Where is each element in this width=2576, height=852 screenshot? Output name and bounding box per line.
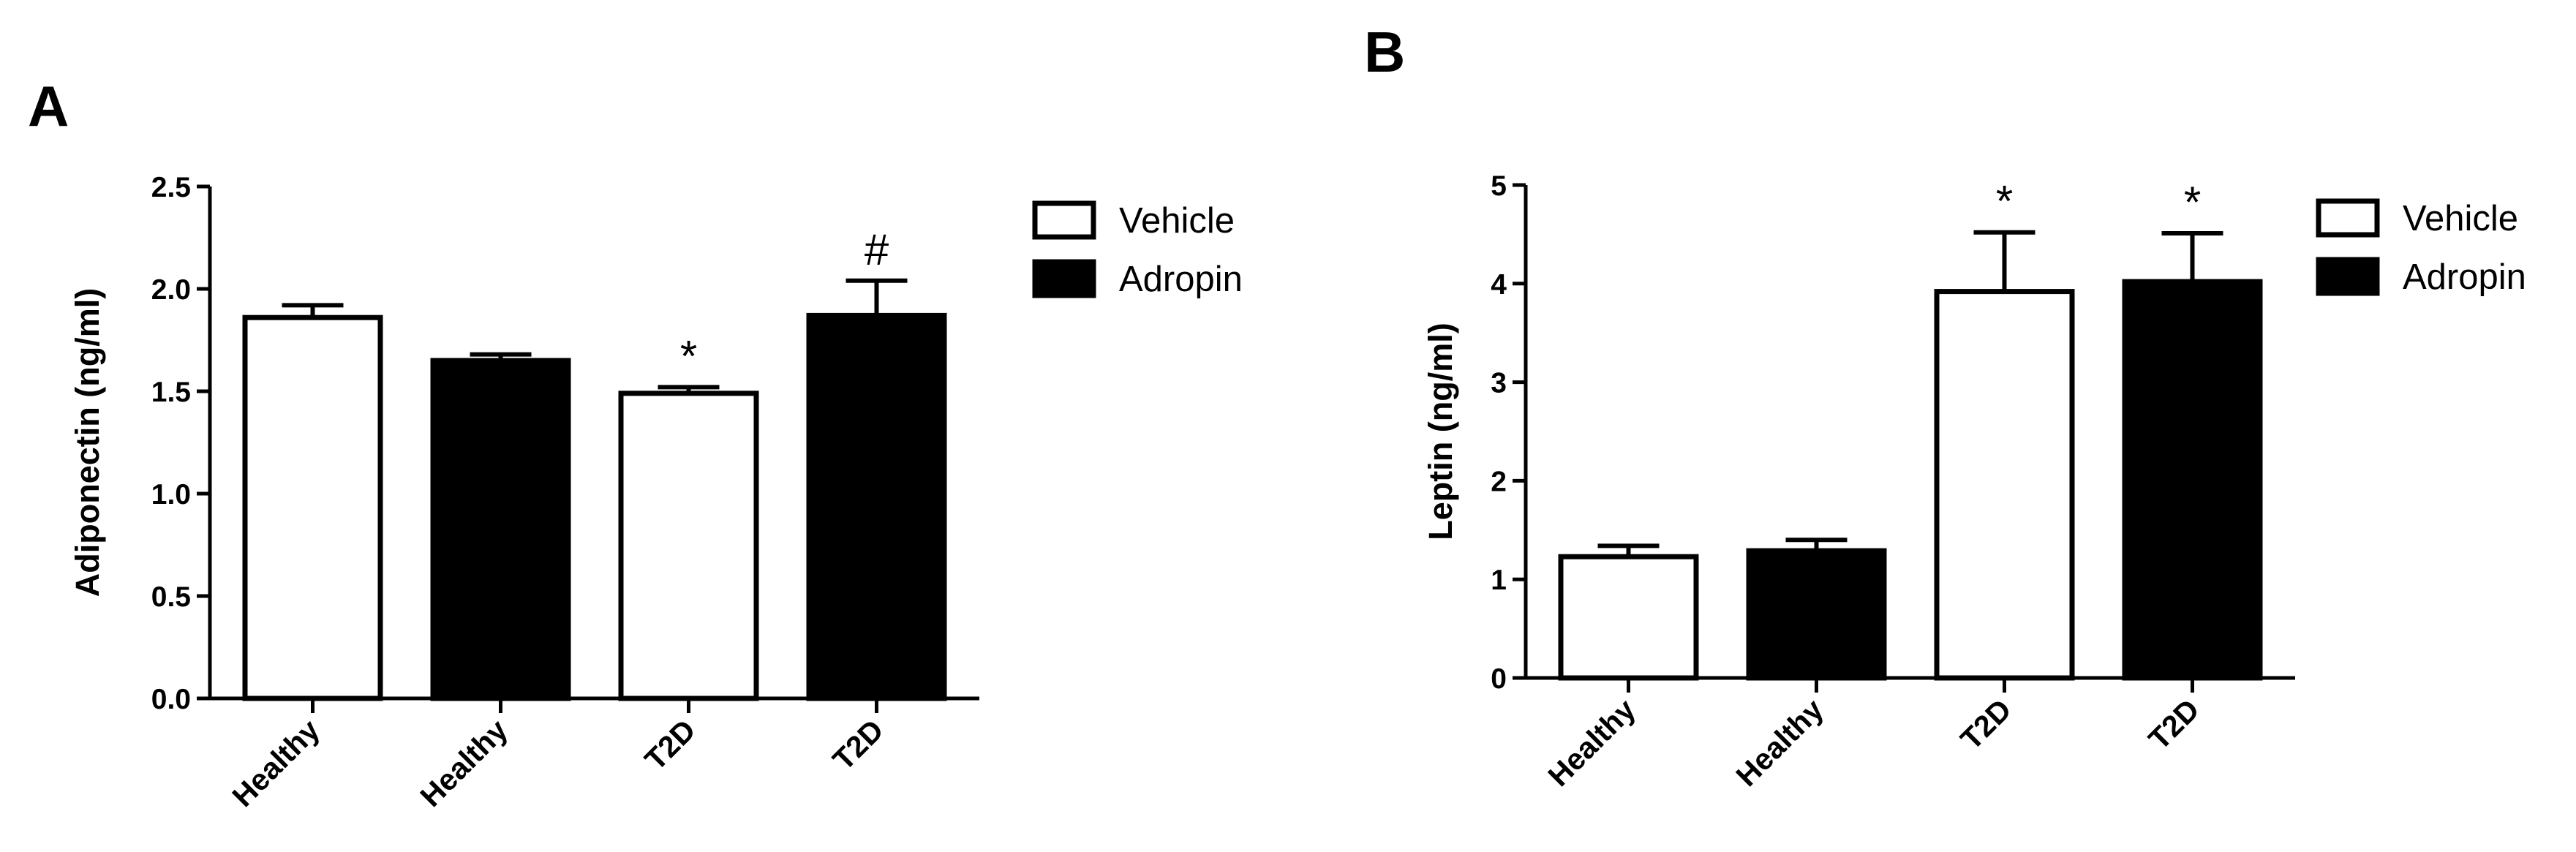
y-tick-label: 4 (1491, 269, 1507, 301)
bar-vehicle (1558, 554, 1699, 681)
bar-vehicle (618, 391, 759, 701)
legend-label: Adropin (2403, 257, 2526, 297)
legend-label: Adropin (1119, 260, 1243, 299)
y-axis-label: Leptin (ng/ml) (1422, 323, 1459, 540)
legend-swatch-adropin (2316, 257, 2380, 296)
bar-adropin (430, 358, 571, 701)
y-tick-label: 2 (1491, 466, 1507, 497)
y-tick-label: 2.5 (151, 172, 191, 203)
legend-label: Vehicle (2403, 199, 2518, 238)
legend-swatch-adropin (1032, 259, 1096, 298)
category-label: T2D (826, 713, 890, 777)
bar-adropin (2122, 279, 2263, 681)
panel-a: A 0.0 0.5 1.0 1.5 2.0 2.5 Adiponectin (ng/ml) He… (28, 74, 1243, 813)
legend-swatch-vehicle (1032, 200, 1096, 240)
y-tick-label: 1 (1491, 565, 1507, 596)
y-tick-label: 3 (1491, 368, 1507, 399)
y-tick-label: 0.5 (151, 581, 191, 613)
legend-label: Vehicle (1119, 201, 1235, 241)
bar-adropin (806, 312, 947, 701)
bar-adropin (1746, 548, 1887, 681)
category-label: T2D (2142, 693, 2206, 756)
category-label: Healthy (1542, 693, 1642, 793)
legend-swatch-vehicle (2316, 198, 2380, 238)
category-label: Healthy (226, 713, 326, 813)
bar-vehicle (242, 314, 383, 701)
significance-mark: # (865, 225, 889, 274)
category-label: T2D (639, 713, 702, 777)
panel-letter: A (28, 74, 69, 138)
y-tick-label: 0.0 (151, 684, 191, 715)
bar-vehicle (1934, 289, 2075, 681)
y-axis-label: Adiponectin (ng/ml) (69, 288, 106, 597)
y-tick-label: 1.0 (151, 479, 191, 510)
significance-mark: * (2184, 178, 2201, 227)
category-label: Healthy (414, 713, 514, 813)
category-label: Healthy (1730, 693, 1830, 793)
legend: Vehicle Adropin (1032, 200, 1243, 299)
panel-letter: B (1364, 20, 1405, 84)
y-tick-label: 5 (1491, 170, 1507, 202)
y-tick-label: 2.0 (151, 274, 191, 306)
legend: Vehicle Adropin (2316, 198, 2526, 297)
panel-b: B 0 1 2 3 4 5 Leptin (ng/ml) Healthy Healthy T2D * T… (1364, 20, 2526, 793)
category-label: T2D (1954, 693, 2018, 756)
significance-mark: * (680, 331, 697, 380)
y-tick-label: 1.5 (151, 377, 191, 408)
y-tick-label: 0 (1491, 663, 1507, 695)
significance-mark: * (1996, 177, 2013, 226)
